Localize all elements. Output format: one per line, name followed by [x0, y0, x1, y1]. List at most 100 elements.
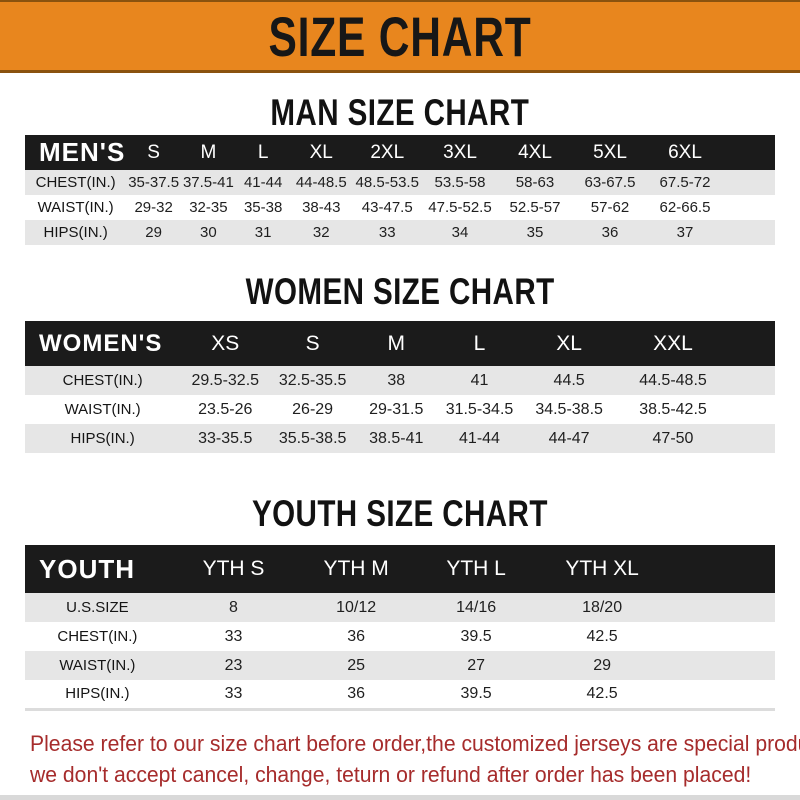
cell-value: 33	[224, 627, 243, 645]
cell-value: 57-62	[590, 199, 630, 216]
cell-value: 35.5-38.5	[278, 429, 347, 447]
column-header: 3XL	[422, 135, 498, 170]
cell-value: 35-38	[243, 199, 283, 216]
table-row: HIPS(IN.) 33-35.5 35.5-38.5 38.5-41 41-44 44-…	[25, 424, 775, 453]
women-size-chart-title: WOMEN SIZE CHART	[245, 271, 555, 312]
column-header: S	[126, 135, 181, 170]
column-header: YTH XL	[537, 545, 667, 593]
cell-value: 33	[224, 684, 243, 702]
table-row: WAIST(IN.) 23.5-26 26-29 29-31.5 31.5-34.5 34…	[25, 395, 775, 424]
table-corner-label: MEN'S	[25, 135, 127, 170]
table-row: CHEST(IN.) 33 36 39.5 42.5	[25, 622, 775, 651]
cell-value: 29-32	[134, 199, 173, 216]
column-header: 2XL	[352, 135, 423, 170]
women-section: WOMEN SIZE CHART	[0, 271, 800, 313]
row-label: HIPS(IN.)	[70, 430, 135, 447]
cell-value: 38.5-41	[369, 429, 424, 447]
cell-value: 34	[451, 224, 469, 241]
column-header	[729, 321, 775, 366]
column-header: 6XL	[647, 135, 723, 170]
cell-value: 42.5	[586, 684, 618, 702]
cell-value: 41-44	[459, 429, 500, 447]
table-header-row: YOUTH YTH S YTH M YTH L YTH XL	[25, 545, 775, 593]
cell-value: 8	[229, 598, 238, 616]
cell-value: 30	[200, 224, 217, 241]
table-corner-label: WOMEN'S	[25, 321, 181, 366]
table-row: WAIST(IN.) 23 25 27 29	[25, 651, 775, 680]
cell-value	[667, 680, 775, 709]
cell-value: 47-50	[652, 429, 694, 447]
cell-value: 32	[312, 224, 330, 241]
cell-value: 33	[378, 224, 396, 241]
cell-value: 35-37.5	[128, 174, 180, 191]
size-chart-banner: SIZE CHART	[0, 0, 800, 73]
cell-value: 32.5-35.5	[278, 371, 347, 389]
cell-value: 29.5-32.5	[191, 371, 260, 389]
table-header-row: WOMEN'S XS S M L XL XXL	[25, 321, 775, 366]
cell-value	[729, 366, 775, 395]
row-label: CHEST(IN.)	[35, 174, 116, 191]
cell-value: 23.5-26	[198, 400, 253, 418]
table-row: U.S.SIZE 8 10/12 14/16 18/20	[25, 593, 775, 622]
cell-value: 27	[467, 656, 485, 674]
cell-value: 35	[526, 224, 544, 241]
women-size-table: WOMEN'S XS S M L XL XXL CHEST(IN.) 29.5-32.5 32.5…	[25, 321, 775, 453]
cell-value	[667, 593, 775, 622]
cell-value: 37.5-41	[182, 174, 234, 191]
cell-value: 23	[224, 656, 243, 674]
cell-value: 10/12	[336, 598, 377, 616]
cell-value: 44.5	[553, 371, 585, 389]
table-header-row: MEN'S S M L XL 2XL 3XL 4XL 5XL 6XL	[25, 135, 775, 170]
cell-value: 43-47.5	[361, 199, 413, 216]
cell-value: 26-29	[292, 400, 334, 418]
cell-value: 44-48.5	[295, 174, 347, 191]
cell-value: 38-43	[302, 199, 341, 216]
cell-value: 41-44	[243, 174, 283, 191]
cell-value: 36	[347, 684, 366, 702]
column-header	[666, 545, 775, 593]
cell-value: 29	[145, 224, 162, 241]
youth-section: YOUTH SIZE CHART	[0, 493, 800, 535]
cell-value: 32-35	[189, 199, 228, 216]
cell-value: 44.5-48.5	[639, 371, 707, 389]
cell-value: 31	[254, 224, 272, 241]
youth-size-table: YOUTH YTH S YTH M YTH L YTH XL U.S.SIZE 8 10/12…	[25, 545, 775, 711]
banner-title: SIZE CHART	[268, 4, 532, 68]
cell-value: 25	[347, 656, 366, 674]
cell-value: 31.5-34.5	[445, 400, 514, 418]
cell-value: 18/20	[582, 598, 623, 616]
bottom-edge-strip	[0, 795, 800, 800]
cell-value	[667, 651, 775, 680]
cell-value: 67.5-72	[659, 174, 711, 191]
cell-value: 44-47	[548, 429, 590, 447]
cell-value: 41	[470, 371, 489, 389]
cell-value: 38.5-42.5	[639, 400, 707, 418]
cell-value	[722, 195, 775, 220]
row-label: WAIST(IN.)	[37, 199, 114, 216]
row-label: HIPS(IN.)	[43, 224, 108, 241]
column-header: XL	[290, 135, 352, 170]
table-row: HIPS(IN.) 33 36 39.5 42.5	[25, 680, 775, 709]
row-label: CHEST(IN.)	[57, 628, 138, 645]
column-header: YTH L	[414, 545, 538, 593]
column-header: M	[355, 321, 438, 366]
footer-notice-line-2: we don't accept cancel, change, teturn o…	[30, 761, 752, 787]
footer-notice: Please refer to our size chart before or…	[30, 728, 800, 790]
footer-notice-line-1: Please refer to our size chart before or…	[30, 730, 800, 756]
column-header: 4XL	[497, 135, 573, 170]
row-label: WAIST(IN.)	[59, 657, 136, 674]
table-row: HIPS(IN.) 29 30 31 32 33 34 35 36 37	[25, 220, 775, 245]
table-corner-label: YOUTH	[25, 545, 170, 593]
man-size-chart-title: MAN SIZE CHART	[270, 92, 530, 133]
cell-value: 48.5-53.5	[355, 174, 419, 191]
cell-value: 53.5-58	[434, 174, 486, 191]
cell-value: 37	[676, 224, 694, 241]
column-header: XXL	[616, 321, 730, 366]
cell-value	[667, 622, 775, 651]
column-header: XS	[180, 321, 271, 366]
cell-value: 36	[601, 224, 619, 241]
cell-value: 38	[387, 371, 406, 389]
row-label: CHEST(IN.)	[62, 372, 143, 389]
cell-value: 47.5-52.5	[428, 199, 492, 216]
youth-size-chart-title: YOUTH SIZE CHART	[252, 493, 548, 534]
